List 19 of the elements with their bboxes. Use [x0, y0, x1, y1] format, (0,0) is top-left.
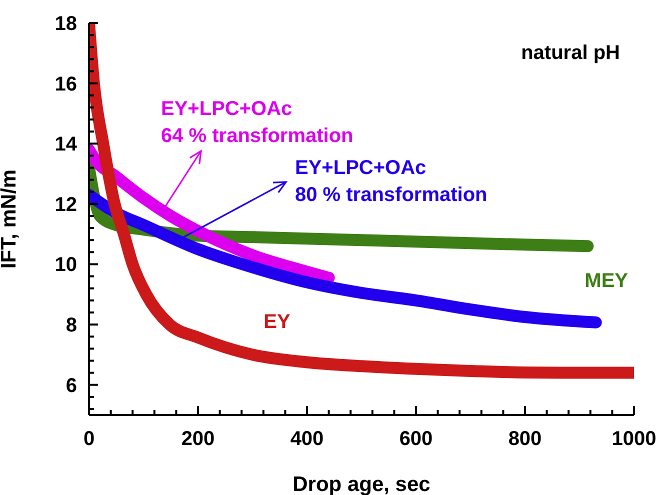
- annotation: natural pH: [521, 42, 620, 64]
- y-axis-title: IFT, mN/m: [0, 169, 20, 269]
- y-tick-label: 18: [54, 13, 77, 35]
- series-label: MEY: [584, 270, 629, 292]
- x-tick-label: 0: [83, 428, 95, 450]
- x-tick-label: 800: [508, 428, 542, 450]
- y-tick-label: 14: [54, 134, 78, 156]
- text: EY+LPC+OAc 64 % transformation: [161, 98, 354, 147]
- y-tick-label: 8: [66, 314, 77, 337]
- series-label: EY: [264, 311, 291, 333]
- x-tick-label: 400: [290, 428, 324, 450]
- x-tick-label: 1000: [612, 428, 656, 450]
- y-tick-label: 12: [54, 194, 77, 216]
- x-tick-label: 200: [181, 428, 215, 450]
- y-tick-label: 6: [66, 374, 77, 397]
- y-tick-label: 16: [54, 73, 77, 96]
- y-tick-label: 10: [54, 254, 77, 276]
- x-tick-label: 600: [399, 428, 433, 450]
- legend-label: EY+LPC+OAc 80 % transformation: [295, 157, 488, 206]
